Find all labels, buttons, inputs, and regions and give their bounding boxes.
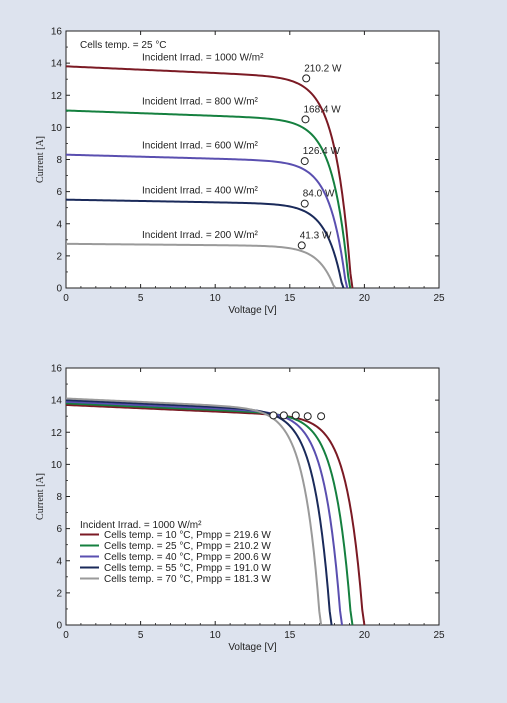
y-tick-label: 14 [51, 59, 63, 70]
y-tick-label: 16 [51, 27, 63, 38]
series-line [65, 402, 354, 626]
legend-entry: Cells temp. = 10 °C, Pmpp = 219.6 W [104, 530, 271, 541]
mpp-point [297, 241, 306, 250]
legend-entry: Cells temp. = 25 °C, Pmpp = 210.2 W [104, 541, 271, 552]
mpp-point [303, 412, 312, 421]
x-axis-label: Voltage [V] [228, 305, 277, 316]
x-tick-label: 15 [284, 293, 296, 304]
mpp-point [301, 115, 310, 124]
x-tick-label: 20 [359, 630, 371, 641]
series-line [65, 242, 337, 289]
y-tick-label: 8 [56, 155, 62, 166]
series-label: Incident Irrad. = 800 W/m² [142, 97, 259, 108]
x-tick-label: 5 [138, 293, 144, 304]
y-tick-label: 2 [56, 251, 62, 262]
x-tick-label: 25 [433, 293, 445, 304]
series-line [65, 153, 349, 289]
x-tick-label: 15 [284, 630, 296, 641]
mpp-power-label: 84.0 W [303, 189, 335, 200]
y-tick-label: 10 [51, 460, 63, 471]
x-tick-label: 5 [138, 630, 144, 641]
x-axis-label: Voltage [V] [228, 642, 277, 653]
y-tick-label: 6 [56, 187, 62, 198]
mpp-power-label: 41.3 W [300, 230, 332, 241]
legend-entry: Cells temp. = 40 °C, Pmpp = 200.6 W [104, 552, 271, 563]
series-line [65, 397, 323, 626]
mpp-point [291, 411, 300, 420]
cells-temp-note: Cells temp. = 25 °C [80, 40, 167, 51]
series-line [65, 399, 333, 626]
mpp-point [317, 412, 326, 421]
temperature-iv-chart: 0 5 10 15 20 25 0 2 4 6 8 10 12 14 16 Voltage [V] Curren… [35, 364, 445, 654]
x-tick-label: 20 [359, 293, 371, 304]
y-tick-label: 8 [56, 492, 62, 503]
mpp-point [269, 411, 278, 420]
series-line [65, 400, 344, 626]
y-tick-label: 4 [56, 556, 62, 567]
legend-entry: Cells temp. = 55 °C, Pmpp = 191.0 W [104, 563, 271, 574]
y-tick-label: 16 [51, 364, 63, 375]
y-tick-label: 4 [56, 219, 62, 230]
mpp-point [302, 74, 311, 83]
mpp-power-label: 168.4 W [303, 104, 341, 115]
series-line [65, 109, 352, 289]
x-tick-label: 25 [433, 630, 445, 641]
legend-entry: Cells temp. = 70 °C, Pmpp = 181.3 W [104, 574, 271, 585]
y-axis-label: Current [A] [35, 136, 46, 183]
y-tick-label: 12 [51, 91, 63, 102]
mpp-power-label: 210.2 W [304, 63, 342, 74]
y-tick-label: 6 [56, 524, 62, 535]
x-tick-label: 10 [210, 630, 222, 641]
x-tick-label: 0 [63, 293, 69, 304]
y-tick-label: 0 [56, 284, 62, 295]
legend-title: Incident Irrad. = 1000 W/m² [80, 520, 202, 531]
series-label: Incident Irrad. = 600 W/m² [142, 141, 259, 152]
x-tick-label: 0 [63, 630, 69, 641]
irradiance-iv-chart: 0 5 10 15 20 25 0 2 4 6 8 10 12 14 16 Voltage [V] Curren… [35, 27, 445, 317]
series-label: Incident Irrad. = 400 W/m² [142, 186, 259, 197]
series-label: Incident Irrad. = 1000 W/m² [142, 52, 264, 63]
mpp-point [300, 157, 309, 166]
y-tick-label: 2 [56, 588, 62, 599]
y-tick-label: 0 [56, 621, 62, 632]
series-line [65, 403, 366, 626]
series-label: Incident Irrad. = 200 W/m² [142, 230, 259, 241]
series-line [65, 65, 354, 289]
mpp-point [279, 411, 288, 420]
x-tick-label: 10 [210, 293, 222, 304]
y-axis-label: Current [A] [35, 473, 46, 520]
series-line [65, 198, 345, 289]
mpp-point [300, 199, 309, 208]
y-tick-label: 14 [51, 396, 63, 407]
y-tick-label: 12 [51, 428, 63, 439]
mpp-power-label: 126.4 W [303, 146, 341, 157]
y-tick-label: 10 [51, 123, 63, 134]
